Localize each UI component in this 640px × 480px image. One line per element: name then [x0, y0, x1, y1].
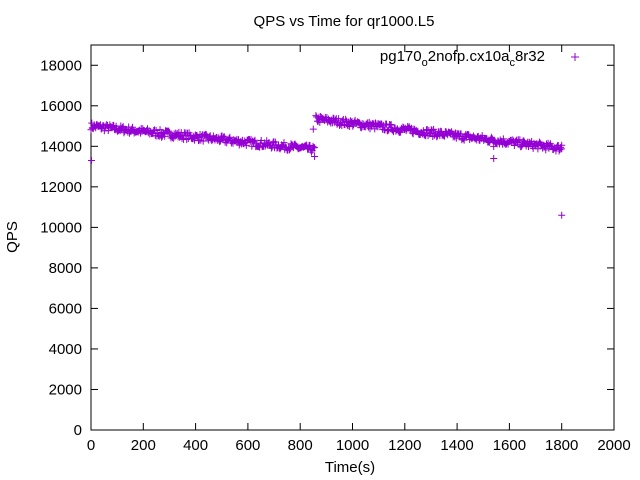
data-point	[306, 141, 314, 149]
data-points	[87, 112, 566, 219]
x-tick-label: 200	[131, 437, 156, 454]
data-point	[169, 134, 177, 142]
data-point	[183, 136, 191, 144]
x-tick-label: 800	[288, 437, 313, 454]
data-point	[428, 127, 436, 135]
data-point	[558, 141, 566, 149]
data-point	[387, 121, 395, 129]
data-point	[152, 127, 160, 135]
data-point	[365, 118, 373, 126]
data-point	[496, 136, 504, 144]
plot-border	[90, 44, 615, 431]
data-point	[534, 145, 542, 153]
data-point	[558, 211, 566, 219]
data-point	[309, 125, 317, 133]
data-point	[490, 154, 498, 162]
data-point	[516, 136, 524, 144]
y-tick-label: 10000	[40, 219, 82, 236]
data-point	[357, 124, 365, 132]
legend-plus-marker	[571, 53, 579, 61]
data-point	[270, 138, 278, 146]
legend: pg170o2nofp.cx10ac8r32	[380, 48, 579, 69]
data-point	[485, 138, 493, 146]
data-point	[118, 124, 126, 132]
y-axis: 0 2000 4000 6000 8000 10000 12000 14000 16000 180…	[40, 57, 614, 439]
data-point	[278, 142, 286, 150]
plot-frame	[90, 44, 615, 431]
data-point	[199, 137, 207, 145]
data-point	[314, 117, 322, 125]
chart-title: QPS vs Time for qr1000.L5	[254, 13, 435, 30]
data-point	[372, 119, 380, 127]
y-tick-label: 8000	[49, 260, 82, 277]
data-point	[490, 142, 498, 150]
data-point	[158, 133, 166, 141]
data-point	[215, 136, 223, 144]
data-point	[165, 127, 173, 135]
x-tick-label: 1800	[545, 437, 578, 454]
data-point	[280, 139, 288, 147]
data-point	[165, 128, 173, 136]
x-tick-label: 1400	[440, 437, 473, 454]
data-point	[88, 124, 96, 132]
y-tick-label: 2000	[49, 381, 82, 398]
y-tick-label: 14000	[40, 138, 82, 155]
x-axis-label: Time(s)	[325, 459, 375, 476]
x-tick-label: 1200	[388, 437, 421, 454]
data-point	[292, 141, 300, 149]
data-point	[488, 133, 496, 141]
data-point	[433, 133, 441, 141]
x-tick-label: 2000	[597, 437, 630, 454]
y-tick-label: 4000	[49, 341, 82, 358]
data-point	[251, 136, 259, 144]
data-point	[460, 136, 468, 144]
data-point	[226, 133, 234, 141]
data-point	[216, 138, 224, 146]
x-tick-label: 1000	[336, 437, 369, 454]
y-tick-label: 12000	[40, 179, 82, 196]
data-point	[316, 118, 324, 126]
data-point	[311, 144, 319, 152]
data-point	[88, 157, 96, 164]
x-axis: 0 200 400 600 800 1000 1200 1400 1600 1800 2000	[87, 45, 631, 454]
x-tick-label: 0	[87, 437, 95, 454]
data-point	[250, 137, 258, 145]
x-tick-label: 400	[183, 437, 208, 454]
data-point	[311, 152, 319, 160]
y-axis-label: QPS	[4, 221, 21, 253]
legend-label: pg170o2nofp.cx10ac8r32	[380, 48, 545, 69]
data-point	[285, 146, 293, 154]
data-point	[309, 142, 317, 150]
x-tick-label: 600	[235, 437, 260, 454]
data-point	[312, 112, 320, 120]
y-tick-label: 18000	[40, 57, 82, 74]
y-tick-label: 0	[74, 422, 82, 439]
data-point	[193, 132, 201, 140]
y-tick-label: 6000	[49, 300, 82, 317]
data-point	[420, 131, 428, 139]
data-point	[355, 118, 363, 126]
data-point	[242, 141, 250, 149]
data-point	[129, 123, 137, 131]
x-tick-label: 1600	[493, 437, 526, 454]
data-point	[542, 146, 550, 154]
data-point	[457, 130, 465, 138]
data-point	[286, 145, 294, 153]
data-point	[499, 135, 507, 143]
legend-marker	[571, 53, 579, 61]
data-point	[335, 115, 343, 123]
data-point	[510, 141, 518, 149]
data-point	[386, 121, 394, 129]
y-tick-label: 16000	[40, 98, 82, 115]
